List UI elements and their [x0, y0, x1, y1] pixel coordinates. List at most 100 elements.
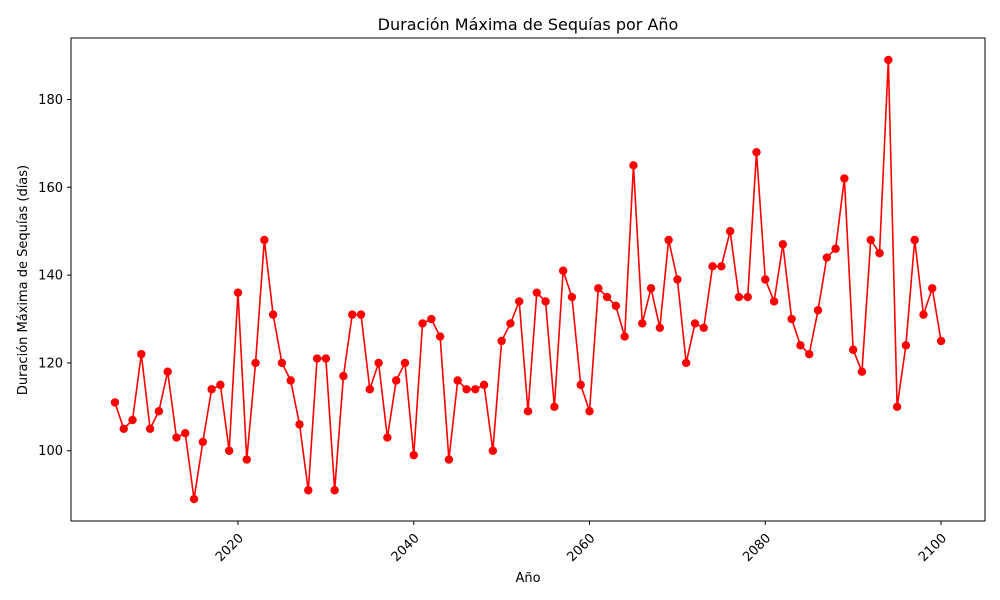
data-point [734, 292, 744, 302]
data-point [594, 284, 603, 293]
data-point [620, 332, 629, 341]
data-point [233, 288, 243, 297]
data-point [356, 310, 366, 319]
data-point [708, 262, 717, 271]
data-point [216, 380, 225, 390]
data-point [769, 297, 779, 306]
y-tick-label: 180 [38, 93, 63, 108]
data-point [145, 424, 155, 433]
data-point [128, 415, 137, 425]
data-point [137, 349, 146, 359]
data-point [181, 428, 190, 438]
y-tick-label: 120 [38, 356, 63, 371]
data-point [761, 275, 770, 284]
data-point [295, 420, 304, 429]
data-point [286, 376, 295, 385]
data-point [427, 314, 436, 324]
y-tick-label: 160 [38, 181, 63, 196]
data-point [321, 354, 331, 363]
data-point [646, 284, 656, 293]
data-point [866, 235, 875, 245]
data-point [453, 376, 462, 385]
data-point [110, 398, 120, 407]
data-point [339, 371, 348, 381]
data-point [312, 354, 322, 363]
y-tick-label: 140 [38, 269, 63, 284]
data-point [119, 424, 128, 433]
data-point [532, 288, 541, 297]
data-point [418, 319, 427, 328]
data-point [506, 319, 515, 328]
data-point [638, 319, 647, 328]
data-point [488, 446, 498, 455]
data-point [892, 402, 902, 412]
data-point [787, 314, 796, 324]
data-point [251, 358, 260, 368]
data-point [198, 437, 208, 447]
data-point [462, 385, 471, 394]
x-axis-label: Año [515, 571, 540, 586]
data-point [330, 486, 339, 495]
data-point [655, 323, 665, 332]
data-point [365, 385, 375, 394]
data-point [611, 301, 621, 311]
data-point [523, 407, 533, 416]
data-point [154, 407, 164, 416]
data-point [585, 407, 594, 416]
y-tick-label: 100 [38, 444, 63, 459]
plot-frame [70, 37, 986, 522]
data-point [831, 244, 840, 253]
x-tick-label: 2080 [740, 531, 774, 565]
data-point [242, 455, 251, 464]
data-point [541, 297, 550, 306]
data-point [822, 253, 832, 262]
data-point [875, 248, 884, 258]
data-point [629, 161, 638, 170]
data-point [936, 336, 946, 346]
data-point [479, 380, 489, 390]
data-point [690, 319, 700, 328]
data-point [558, 266, 568, 275]
data-point [699, 323, 708, 332]
data-point [884, 55, 893, 65]
data-point [348, 310, 357, 319]
y-axis: 100 120 140 160 180 [38, 93, 71, 459]
data-point [813, 306, 823, 315]
data-point [400, 358, 410, 368]
x-tick-label: 2100 [916, 531, 950, 565]
data-point [857, 367, 867, 376]
data-point [383, 433, 392, 442]
data-point [391, 376, 401, 385]
data-point [673, 275, 682, 284]
x-tick-label: 2060 [564, 531, 598, 565]
data-point [805, 349, 814, 359]
x-axis: 2020 2040 2060 2080 2100 [213, 521, 950, 565]
data-point [268, 310, 278, 319]
plot-area [110, 55, 946, 504]
data-point [848, 345, 858, 354]
data-point [304, 486, 313, 495]
x-tick-label: 2040 [389, 531, 423, 565]
data-point [224, 446, 234, 455]
data-point [550, 402, 559, 412]
data-point [919, 310, 928, 319]
data-point [576, 380, 585, 390]
data-point [928, 284, 937, 293]
chart-title: Duración Máxima de Sequías por Año [378, 15, 679, 34]
data-point [172, 433, 181, 442]
data-point [409, 450, 418, 460]
data-point [471, 385, 480, 394]
data-point [796, 341, 805, 350]
series-line [114, 59, 942, 500]
data-point [277, 358, 287, 368]
data-point [435, 332, 445, 341]
data-point [910, 235, 919, 245]
data-point [743, 292, 752, 302]
data-point [681, 358, 691, 368]
data-point [444, 455, 454, 464]
data-point [778, 240, 788, 249]
data-point [840, 174, 849, 183]
x-tick-label: 2020 [213, 531, 247, 565]
data-point [189, 494, 199, 504]
data-point [497, 336, 506, 346]
